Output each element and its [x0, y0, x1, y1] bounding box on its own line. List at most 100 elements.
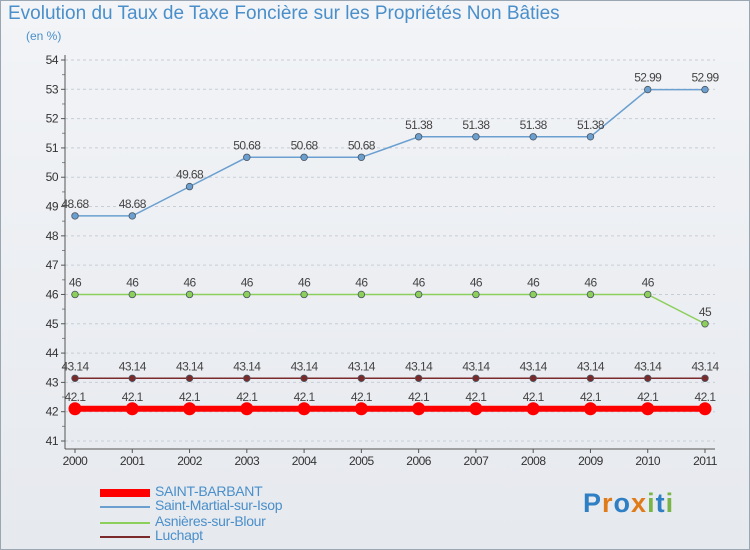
data-label: 51.38 [520, 118, 548, 132]
legend-label: Asnières-sur-Blour [155, 513, 266, 529]
data-point [185, 374, 194, 382]
data-label: 48.68 [61, 197, 89, 211]
data-point [698, 402, 712, 416]
data-label: 42.1 [179, 390, 201, 404]
data-point [583, 402, 597, 416]
x-tick-label: 2010 [635, 454, 661, 468]
data-label: 42.1 [65, 390, 87, 404]
data-point [357, 374, 366, 382]
data-label: 50.68 [348, 138, 376, 152]
x-tick-label: 2002 [177, 454, 203, 468]
y-tick-label: 47 [46, 258, 59, 272]
data-point [469, 402, 483, 416]
data-label: 51.38 [577, 118, 605, 132]
x-tick-label: 2004 [292, 454, 318, 468]
data-label: 46 [126, 275, 139, 289]
data-label: 43.14 [233, 359, 261, 373]
data-label: 43.14 [691, 359, 719, 373]
y-tick-label: 49 [46, 200, 59, 214]
data-point [185, 182, 194, 191]
data-point [68, 402, 82, 416]
data-point [128, 290, 136, 299]
logo-letter: t [655, 488, 666, 518]
data-point [240, 402, 254, 416]
y-tick-label: 50 [46, 170, 59, 184]
y-tick-label: 45 [46, 317, 59, 331]
data-point [526, 402, 540, 416]
logo-letter: o [613, 488, 632, 518]
legend-label: Saint-Martial-sur-Isop [155, 497, 283, 513]
data-label: 42.1 [465, 390, 487, 404]
data-point [529, 290, 537, 299]
data-point [354, 402, 368, 416]
data-point [414, 133, 423, 141]
data-point [414, 290, 423, 299]
series-line-2 [75, 293, 706, 325]
data-label: 51.38 [462, 118, 490, 132]
data-point [701, 374, 709, 382]
y-tick-label: 42 [46, 405, 59, 419]
x-tick-label: 2005 [349, 454, 375, 468]
data-point [641, 402, 655, 416]
legend-swatch [100, 536, 150, 538]
legend-swatch [100, 506, 150, 508]
logo-letter: i [665, 488, 675, 518]
data-label: 46 [527, 275, 540, 289]
y-tick-label: 46 [46, 287, 59, 301]
data-label: 42.1 [294, 390, 316, 404]
data-label: 46 [584, 275, 597, 289]
data-label: 42.1 [523, 390, 545, 404]
data-label: 48.68 [119, 197, 147, 211]
data-point [472, 133, 480, 141]
data-label: 43.14 [462, 359, 490, 373]
data-point [243, 290, 251, 299]
data-point [71, 212, 79, 220]
data-point [183, 402, 197, 416]
data-label: 50.68 [233, 138, 261, 152]
data-label: 43.14 [119, 359, 147, 373]
data-point [71, 290, 79, 299]
logo-letter: P [583, 488, 603, 518]
data-label: 42.1 [637, 390, 659, 404]
data-label: 42.1 [122, 390, 144, 404]
x-tick-label: 2006 [406, 454, 432, 468]
data-label: 51.38 [405, 118, 433, 132]
x-tick-label: 2011 [693, 454, 718, 468]
data-point [529, 133, 537, 141]
data-point [644, 374, 652, 382]
data-label: 42.1 [695, 390, 717, 404]
data-point [701, 320, 709, 328]
data-point [243, 374, 251, 382]
data-label: 43.14 [520, 359, 548, 373]
chart-title: Evolution du Taux de Taxe Foncière sur l… [8, 3, 560, 24]
data-point [243, 153, 251, 162]
data-label: 43.14 [405, 359, 433, 373]
data-point [586, 374, 595, 382]
proxiti-logo: Proxiti [583, 488, 674, 519]
data-point [300, 153, 308, 162]
x-tick-label: 2001 [120, 454, 146, 468]
data-label: 43.14 [348, 359, 376, 373]
y-tick-label: 54 [46, 53, 59, 67]
legend-label: Luchapt [155, 527, 203, 543]
data-label: 46 [470, 275, 483, 289]
data-point [297, 402, 311, 416]
legend-label: SAINT-BARBANT [155, 483, 263, 499]
data-point [472, 374, 480, 382]
logo-letter: r [602, 488, 614, 518]
data-label: 46 [69, 275, 82, 289]
data-point [125, 402, 139, 416]
data-point [644, 85, 652, 94]
data-label: 43.14 [61, 359, 89, 373]
data-point [529, 374, 537, 382]
data-label: 46 [183, 275, 196, 289]
data-point [586, 133, 595, 141]
x-tick-label: 2003 [234, 454, 260, 468]
data-label: 52.99 [634, 71, 662, 85]
data-point [357, 153, 366, 162]
data-label: 42.1 [351, 390, 373, 404]
y-tick-label: 52 [46, 112, 59, 126]
data-label: 42.1 [408, 390, 430, 404]
